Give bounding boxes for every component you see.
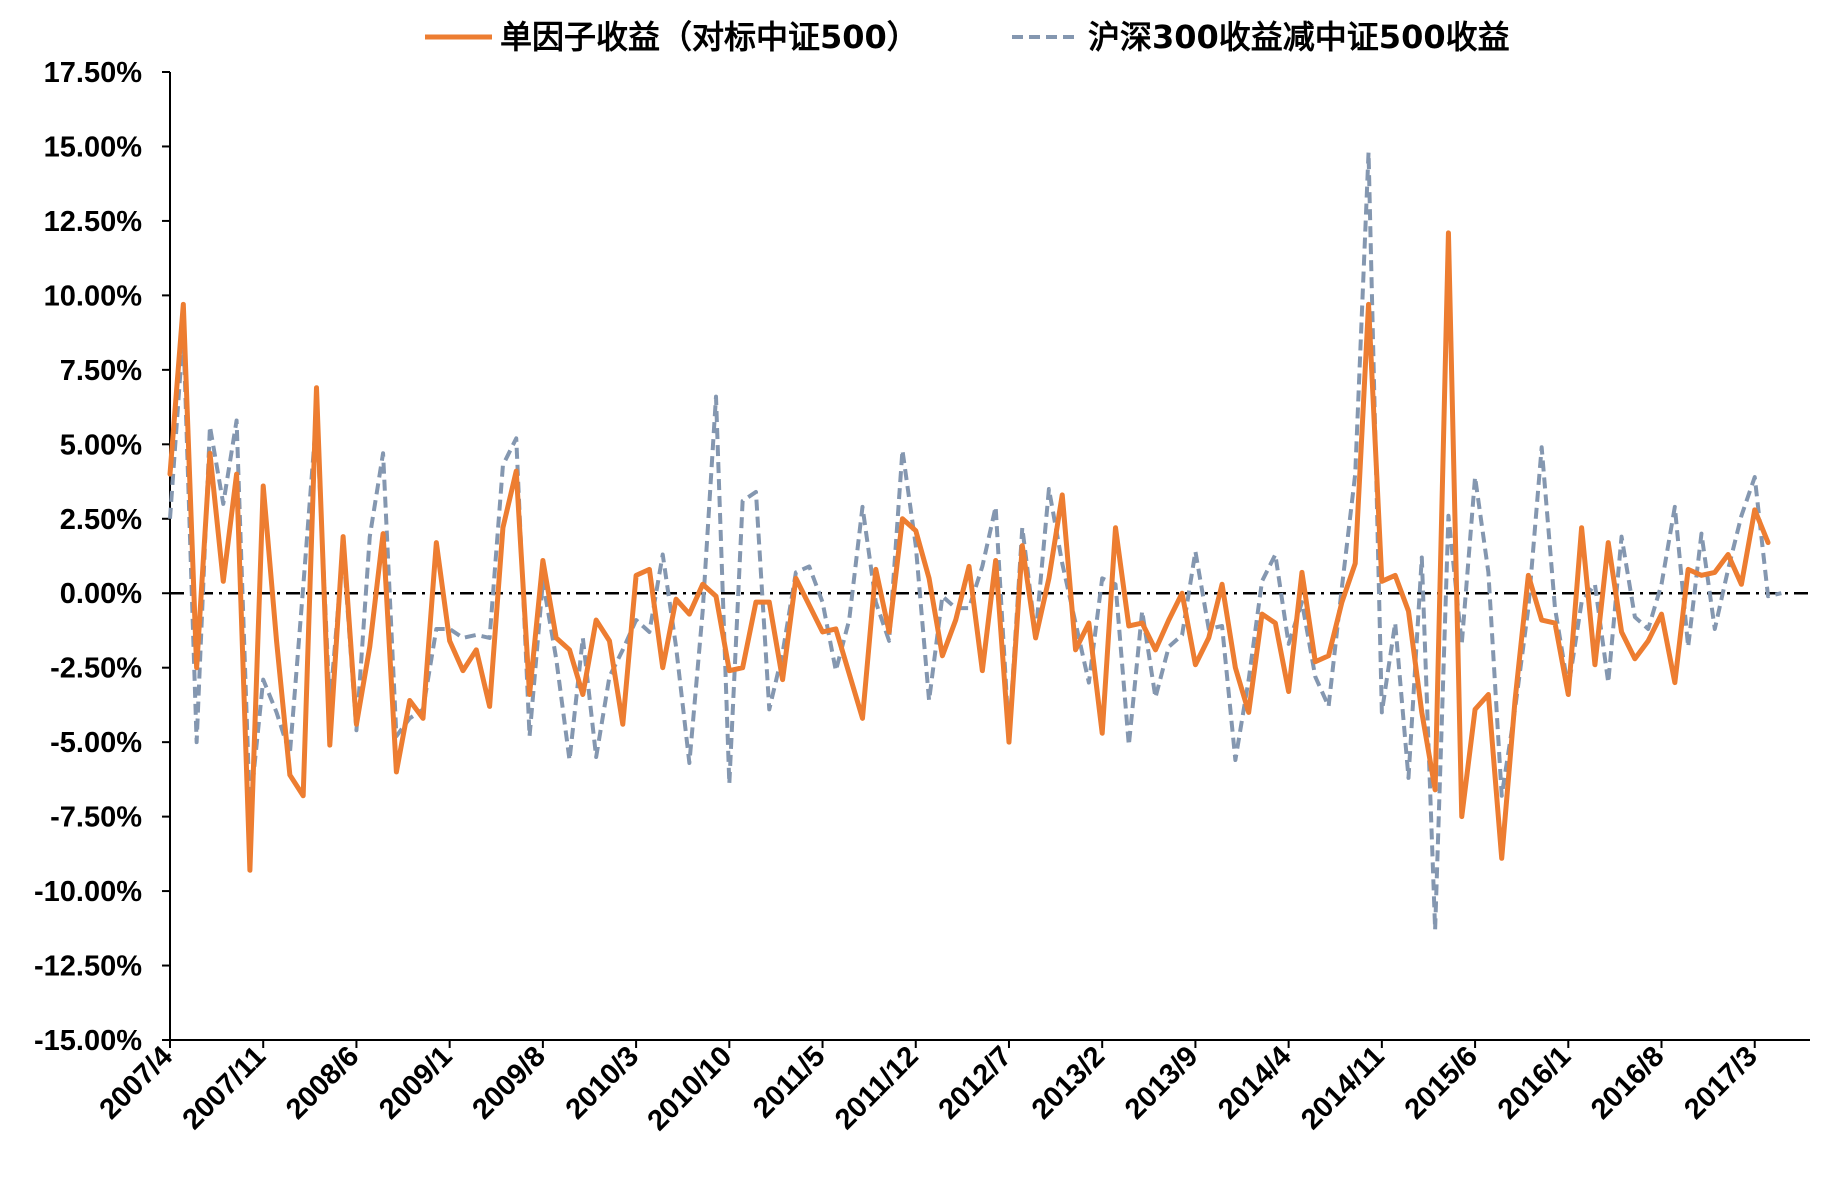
legend: 单因子收益（对标中证500） 沪深300收益减中证500收益 [425, 18, 1510, 56]
x-tick-label: 2014/4 [1212, 1040, 1297, 1125]
x-tick-label: 2015/6 [1399, 1040, 1484, 1125]
series-line-factor-return [167, 230, 1771, 873]
x-tick-label: 2007/11 [177, 1040, 273, 1136]
y-tick-label: 5.00% [60, 429, 142, 461]
x-tick-label: 2010/3 [560, 1040, 645, 1125]
y-tick-label: 2.50% [60, 504, 142, 536]
x-tick-label: 2011/5 [747, 1040, 831, 1124]
legend-label-factor-return: 单因子收益（对标中证500） [500, 18, 919, 56]
y-tick-label: -12.50% [34, 951, 142, 983]
x-tick-label: 2016/8 [1585, 1040, 1670, 1125]
x-tick-label: 2017/3 [1678, 1040, 1763, 1125]
y-tick-label: -15.00% [34, 1025, 142, 1057]
y-tick-label: 17.50% [44, 57, 143, 89]
x-tick-label: 2011/12 [829, 1040, 925, 1136]
axes [169, 72, 1810, 1041]
x-tick-label: 2013/2 [1026, 1040, 1111, 1125]
x-tick-label: 2009/1 [373, 1040, 458, 1125]
y-tick-label: -2.50% [50, 653, 142, 685]
x-tick-label: 2016/1 [1492, 1040, 1577, 1125]
y-tick-label: 15.00% [44, 131, 143, 163]
y-tick-label: 12.50% [44, 206, 143, 238]
series-lines [167, 150, 1782, 932]
x-tick-label: 2008/6 [280, 1040, 365, 1125]
x-tick-label: 2012/7 [933, 1040, 1018, 1125]
y-tick-label: 10.00% [44, 280, 143, 312]
series-line-index-spread [168, 150, 1782, 932]
y-tick-label: -10.00% [34, 876, 142, 908]
x-tick-label: 2014/11 [1295, 1040, 1391, 1136]
x-tick-label: 2013/9 [1119, 1040, 1204, 1125]
legend-label-index-spread: 沪深300收益减中证500收益 [1088, 18, 1510, 56]
y-tick-label: -5.00% [50, 727, 142, 759]
y-tick-label: -7.50% [50, 802, 142, 834]
x-tick-label: 2009/8 [466, 1040, 551, 1125]
x-tick-label: 2010/10 [642, 1040, 739, 1137]
y-axis-ticks: 17.50% 15.00% 12.50% 10.00% 7.50% 5.00% 2.50% 0… [34, 57, 170, 1057]
y-tick-label: 0.00% [60, 578, 142, 610]
y-tick-label: 7.50% [60, 355, 142, 387]
